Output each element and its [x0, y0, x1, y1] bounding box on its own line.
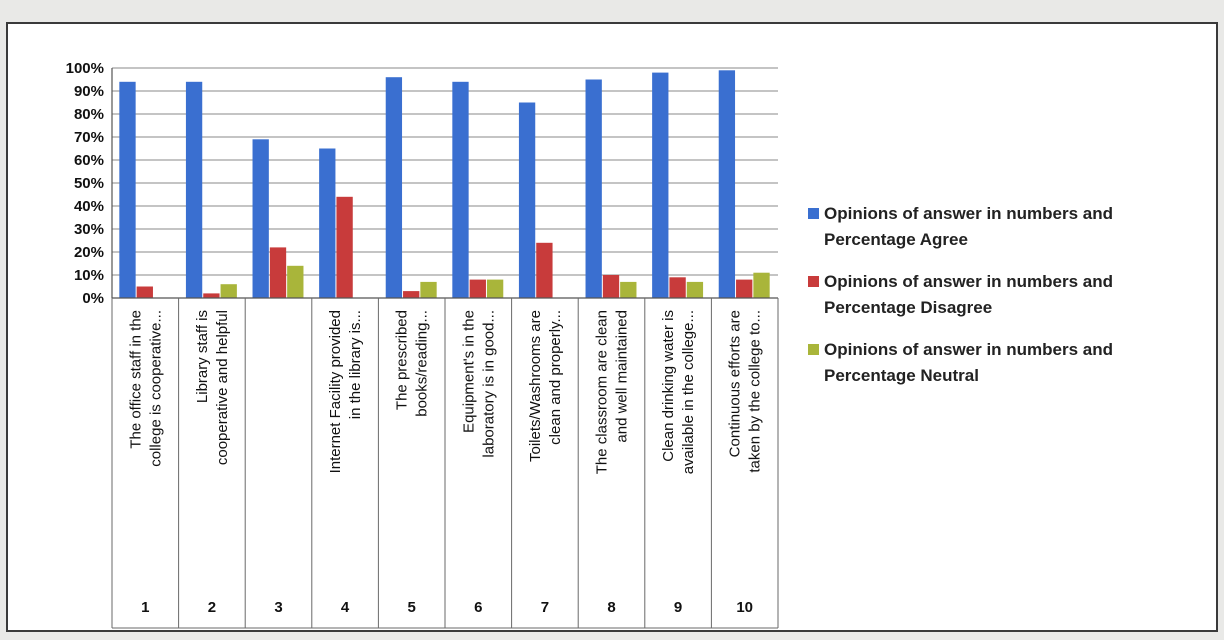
legend-swatch	[808, 344, 819, 355]
category-number: 9	[674, 599, 682, 616]
category-label: The prescribed	[394, 310, 411, 410]
bar	[452, 81, 469, 298]
bar	[736, 279, 753, 298]
y-tick-label: 0%	[82, 290, 104, 307]
y-tick-label: 20%	[74, 244, 104, 261]
legend-label: Opinions of answer in numbers and	[824, 340, 1113, 359]
y-tick-label: 70%	[74, 129, 104, 146]
category-label: taken by the college to...	[747, 310, 764, 473]
bar	[319, 148, 336, 298]
y-tick-label: 90%	[74, 83, 104, 100]
axes: 0% 10% 20% 30% 40% 50% 60% 70% 80% 90% 100%	[66, 60, 778, 307]
category-label: cooperative and helpful	[214, 310, 231, 465]
bar	[385, 77, 403, 298]
category-label: laboratory is in good...	[480, 310, 497, 458]
legend-label: Opinions of answer in numbers and	[824, 204, 1113, 223]
y-tick-label: 30%	[74, 221, 104, 238]
bar	[718, 70, 736, 298]
category-table: The office staff in the college is cooper…	[111, 298, 779, 629]
bar	[403, 291, 420, 298]
chart-frame: 0% 10% 20% 30% 40% 50% 60% 70% 80% 90% 100% The of…	[6, 22, 1218, 632]
category-label: The office staff in the	[127, 310, 144, 449]
bar	[536, 242, 553, 298]
y-tick-label: 80%	[74, 106, 104, 123]
bar	[652, 72, 669, 298]
category-label: college is cooperative...	[147, 310, 164, 467]
category-label: clean and properly...	[547, 310, 564, 445]
category-label: Internet Facility provided	[327, 310, 344, 473]
bar	[420, 281, 437, 298]
category-label: in the library is...	[347, 310, 364, 419]
category-number: 3	[274, 599, 282, 616]
bar	[203, 293, 220, 298]
bar	[469, 279, 486, 298]
bar	[585, 79, 602, 298]
category-label: Toilets/Washrooms are	[527, 310, 544, 462]
bar	[602, 275, 620, 298]
category-label: The classroom are clean	[594, 310, 611, 474]
y-tick-label: 100%	[66, 60, 104, 77]
bar	[669, 277, 686, 298]
bar	[753, 272, 770, 298]
category-number: 1	[141, 599, 149, 616]
legend-label: Percentage Disagree	[824, 298, 992, 317]
category-label: Continuous efforts are	[727, 310, 744, 457]
bar	[486, 279, 504, 298]
legend-label: Percentage Neutral	[824, 366, 979, 385]
bars	[119, 70, 770, 298]
category-label: Clean drinking water is	[660, 310, 677, 462]
category-label: available in the college...	[680, 310, 697, 474]
category-number: 2	[208, 599, 216, 616]
legend-label: Opinions of answer in numbers and	[824, 272, 1113, 291]
bar	[119, 81, 136, 298]
y-tick-label: 60%	[74, 152, 104, 169]
bar	[518, 102, 536, 298]
bar	[620, 281, 637, 298]
y-tick-label: 10%	[74, 267, 104, 284]
legend-label: Percentage Agree	[824, 230, 968, 249]
y-tick-label: 50%	[74, 175, 104, 192]
category-label: and well maintained	[614, 310, 631, 443]
bar	[287, 265, 304, 298]
bar	[686, 281, 704, 298]
bar	[336, 196, 353, 298]
category-label: books/reading...	[414, 310, 431, 417]
category-number: 4	[341, 599, 350, 616]
category-number: 7	[541, 599, 549, 616]
legend: Opinions of answer in numbers and Percent…	[808, 204, 1113, 385]
bar	[136, 286, 153, 298]
legend-swatch	[808, 276, 819, 287]
category-label: Equipment's in the	[460, 310, 477, 433]
category-number: 8	[607, 599, 615, 616]
bar	[269, 247, 287, 298]
legend-swatch	[808, 208, 819, 219]
bar	[220, 284, 237, 298]
y-tick-label: 40%	[74, 198, 104, 215]
bar-chart: 0% 10% 20% 30% 40% 50% 60% 70% 80% 90% 100% The of…	[66, 60, 1113, 629]
category-label: Library staff is	[194, 310, 211, 403]
category-number: 10	[736, 599, 753, 616]
bar	[252, 139, 269, 298]
bar	[185, 81, 203, 298]
category-number: 5	[408, 599, 416, 616]
gridlines	[112, 67, 778, 299]
category-number: 6	[474, 599, 482, 616]
